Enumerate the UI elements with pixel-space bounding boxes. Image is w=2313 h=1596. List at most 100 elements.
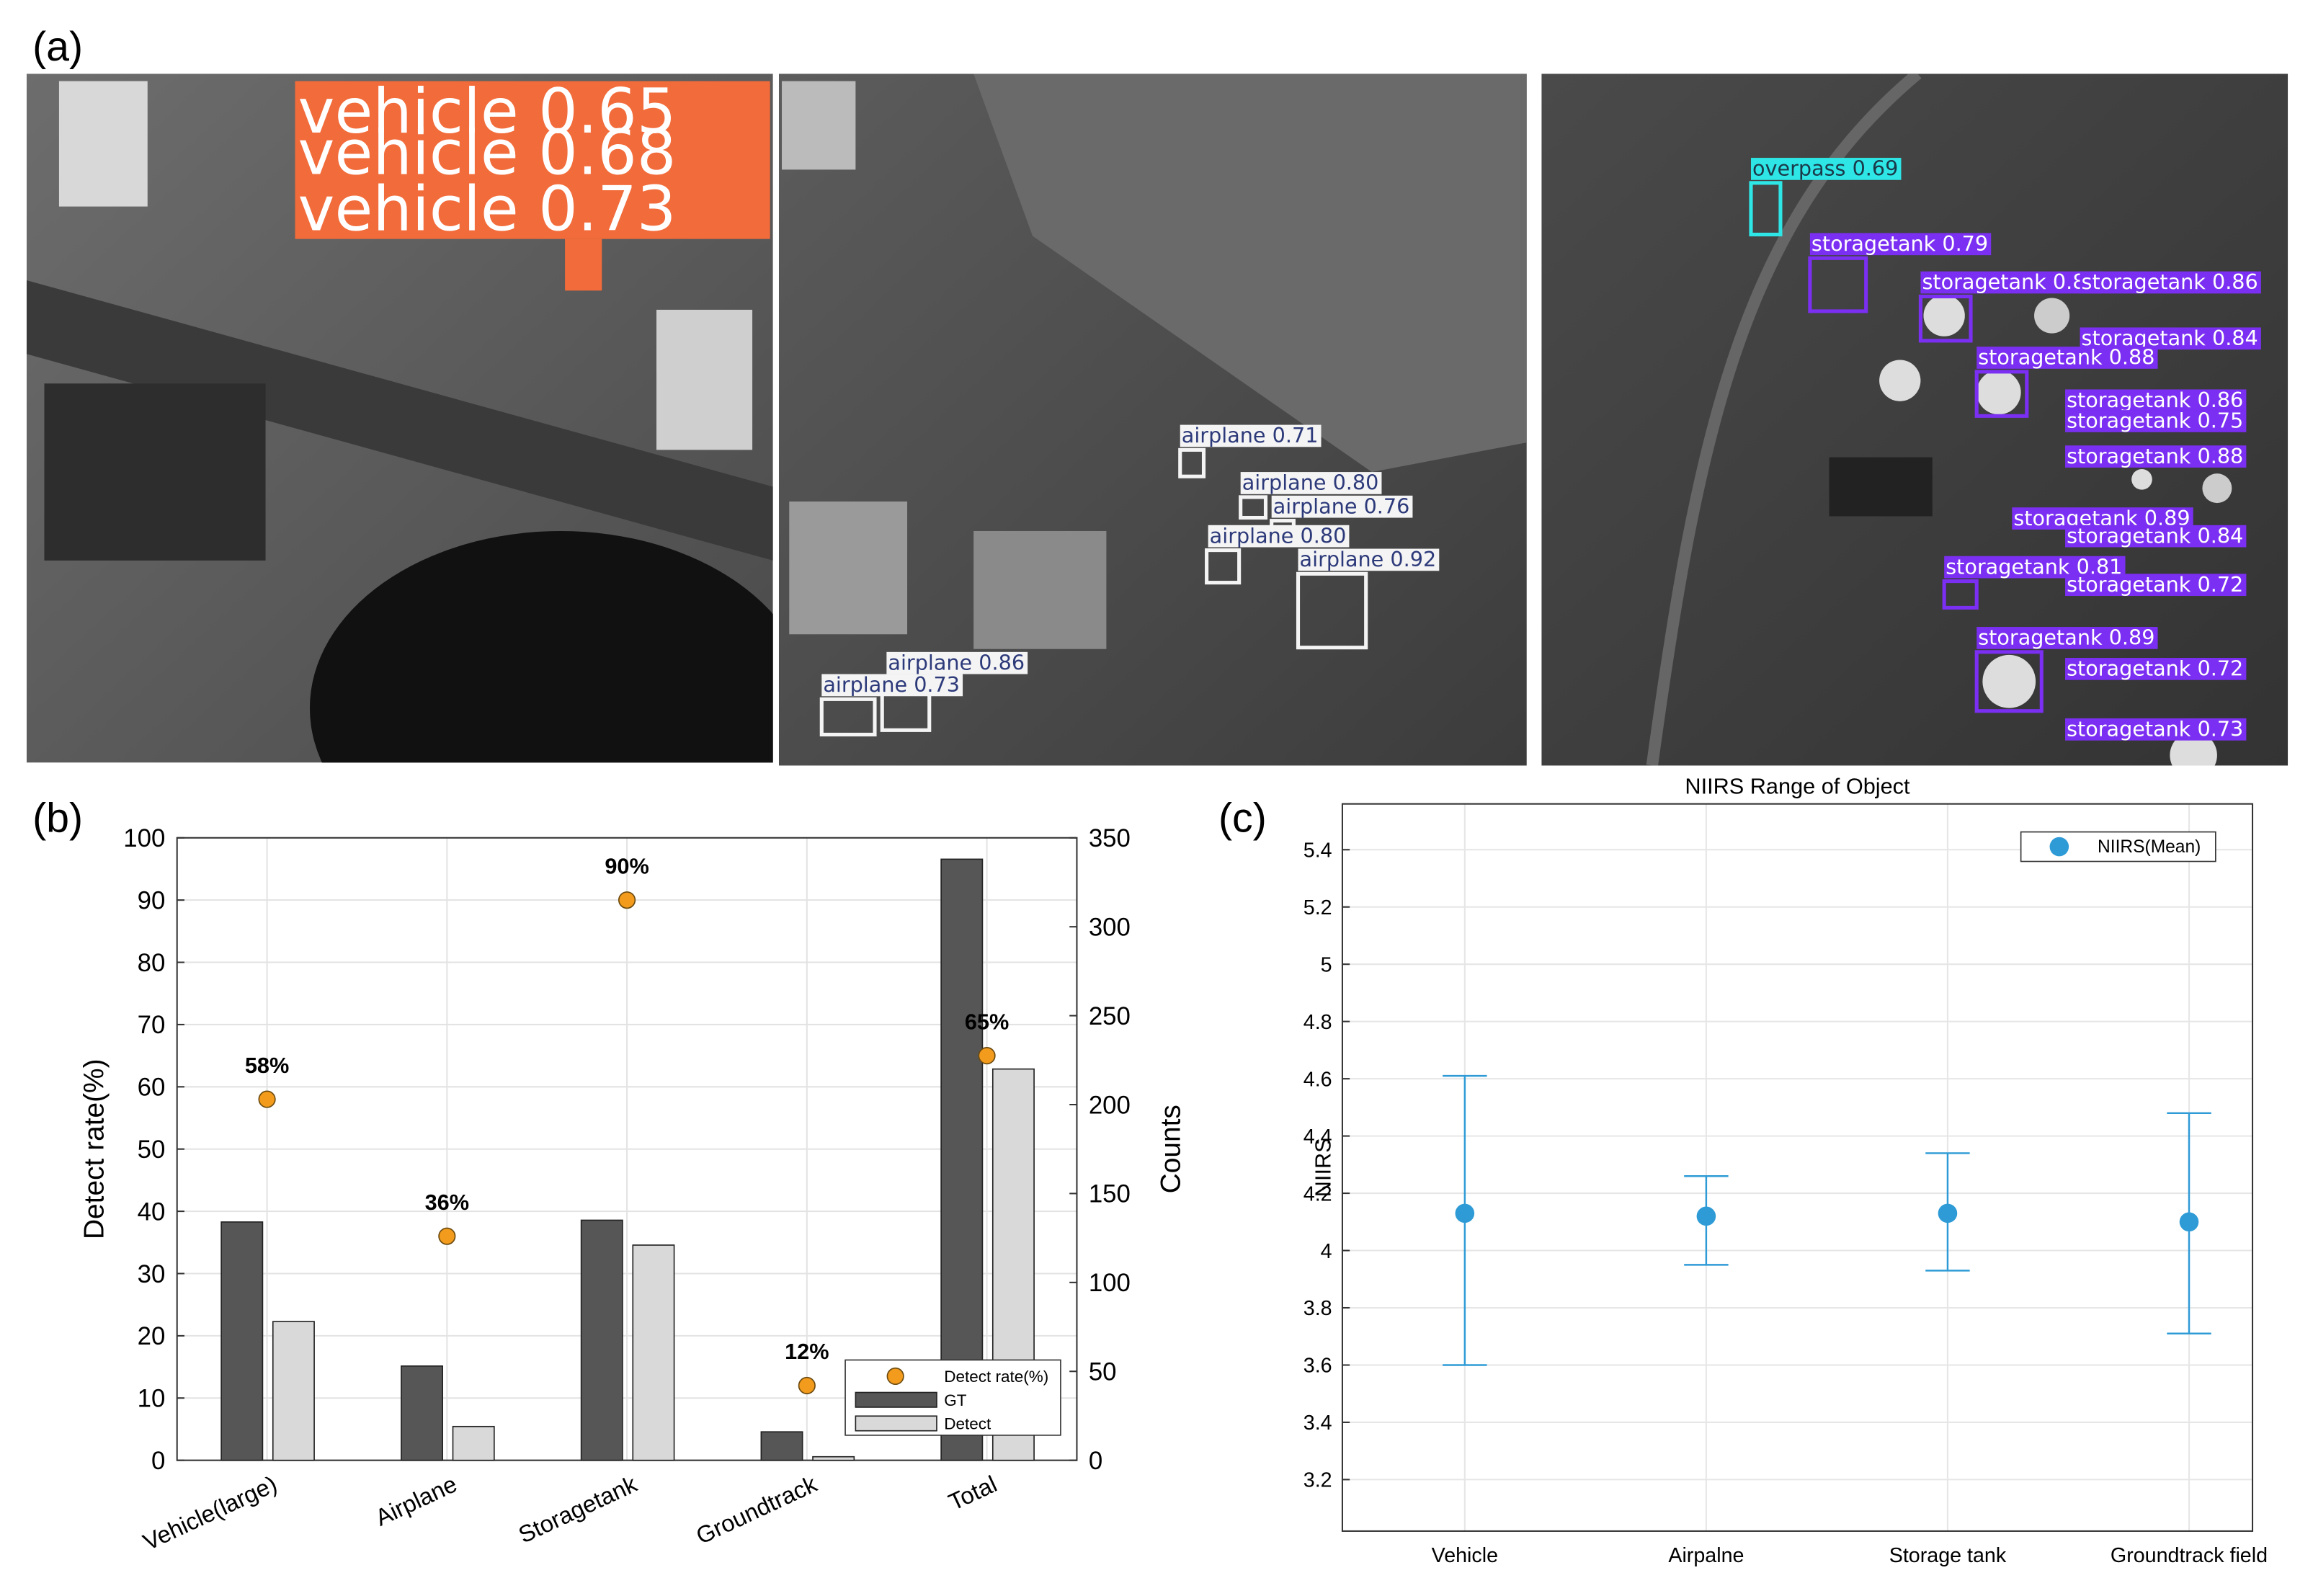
legend-marker (2049, 837, 2069, 857)
legend-marker (886, 1367, 904, 1386)
detection-box (1942, 579, 1979, 610)
vehicle-box (565, 238, 602, 291)
y2-tick-label: 200 (1089, 1091, 1131, 1119)
detection-label: storagetank 0.79 (1811, 231, 1988, 256)
y-tick-label: 0 (151, 1447, 165, 1475)
legend-label: Detect rate(%) (944, 1368, 1048, 1386)
bar (760, 1431, 803, 1461)
detection-label: airplane 0.80 (1242, 471, 1379, 495)
detection-box (819, 697, 877, 737)
label-bg (1208, 525, 1350, 548)
y2-tick-label: 250 (1089, 1002, 1131, 1030)
y2-tick-label: 50 (1089, 1358, 1117, 1386)
y-tick-label: 40 (138, 1198, 166, 1226)
legend-label: Detect (944, 1415, 991, 1433)
detection-label: airplane 0.71 (1182, 423, 1319, 447)
detection-label: storagetank 0.84 (2067, 523, 2243, 548)
label-bg (1809, 233, 1992, 256)
mean-dot (1938, 1203, 1958, 1223)
detection-label: vehicle 0.65 (298, 76, 677, 148)
y-tick-label: 3.2 (1303, 1469, 1332, 1492)
mean-dot (1696, 1206, 1716, 1226)
y-tick-label: 100 (123, 824, 165, 852)
x-tick-label: Airplane (371, 1470, 461, 1530)
mean-dot (1455, 1203, 1475, 1223)
detection-label: vehicle 0.68 (298, 117, 677, 190)
image-airplane (778, 73, 1527, 766)
y2-tick-label: 0 (1089, 1447, 1102, 1475)
legend-label: NIIRS(Mean) (2098, 837, 2201, 857)
dot (978, 1047, 996, 1065)
label-bg (1298, 548, 1440, 571)
detection-label: airplane 0.86 (888, 650, 1025, 674)
y-tick-label: 70 (138, 1011, 166, 1039)
detection-label: storagetank 0.86 (2082, 269, 2258, 294)
panel-label: (a) (32, 24, 83, 70)
y-axis-label: NIIRS (1311, 1138, 1336, 1197)
dot (438, 1227, 456, 1245)
bar (401, 1365, 444, 1461)
detection-label: storagetank 0.72 (2067, 572, 2243, 597)
panel-label: (c) (1218, 795, 1267, 842)
x-tick-label: Storage tank (1889, 1544, 2007, 1567)
detection-label: storagetank 0.73 (2067, 717, 2243, 741)
label-bg (2065, 574, 2247, 597)
detection-label: vehicle 0.73 (298, 173, 677, 245)
label-bg (1976, 627, 2158, 649)
label-bg (2065, 410, 2247, 432)
detection-box (1178, 447, 1206, 478)
detection-label: airplane 0.92 (1300, 547, 1437, 571)
y-tick-label: 20 (138, 1322, 166, 1350)
y-tick-label: 5 (1321, 953, 1332, 976)
x-tick-label: Airpalne (1668, 1544, 1744, 1567)
bar (452, 1425, 495, 1461)
data-label: 12% (785, 1339, 829, 1364)
label-bg (2065, 445, 2247, 468)
x-tick-label: Total (945, 1470, 1001, 1515)
dot (798, 1376, 816, 1395)
data-label: 65% (965, 1009, 1009, 1034)
label-bg (2065, 525, 2247, 548)
y-tick-label: 4 (1321, 1240, 1332, 1263)
bar (272, 1321, 315, 1461)
mean-dot (2179, 1212, 2199, 1232)
y-tick-label: 80 (138, 949, 166, 977)
detection-box (1205, 548, 1242, 585)
legend-marker (855, 1391, 937, 1408)
x-tick-label: Groundtrack (692, 1470, 821, 1549)
y2-tick-label: 300 (1089, 913, 1131, 941)
detection-label: airplane 0.76 (1273, 494, 1410, 518)
y-tick-label: 30 (138, 1260, 166, 1288)
bar (812, 1455, 855, 1461)
detection-box (1808, 256, 1868, 313)
detection-label: airplane 0.73 (823, 672, 960, 697)
y-tick-label: 3.4 (1303, 1412, 1332, 1435)
plot-frame (176, 837, 1078, 1461)
y2-tick-label: 350 (1089, 824, 1131, 852)
y2-tick-label: 100 (1089, 1269, 1131, 1297)
detection-label: storagetank 0.84 (2082, 326, 2258, 350)
detection-box (1296, 571, 1368, 650)
label-bg (1240, 472, 1382, 494)
bar (632, 1244, 675, 1461)
y2-tick-label: 150 (1089, 1180, 1131, 1208)
y-tick-label: 4.4 (1303, 1125, 1332, 1149)
label-bg (2065, 389, 2247, 412)
detection-label: storagetank 0.72 (2067, 656, 2243, 681)
y-axis-label: Detect rate(%) (79, 1058, 110, 1239)
vehicle-box (295, 81, 770, 239)
panel-label: (b) (32, 795, 83, 842)
dot (258, 1090, 276, 1108)
label-bg (2080, 271, 2261, 294)
label-bg (2080, 327, 2261, 350)
detection-label: storagetank 0.89 (1978, 625, 2154, 650)
label-bg (2065, 718, 2247, 741)
label-bg (1750, 158, 1902, 180)
detection-box (1974, 370, 2029, 418)
detection-box (1918, 294, 1973, 343)
label-bg (1976, 347, 2158, 369)
legend-marker (855, 1415, 937, 1432)
detection-label: storagetank 0.75 (2067, 409, 2243, 433)
